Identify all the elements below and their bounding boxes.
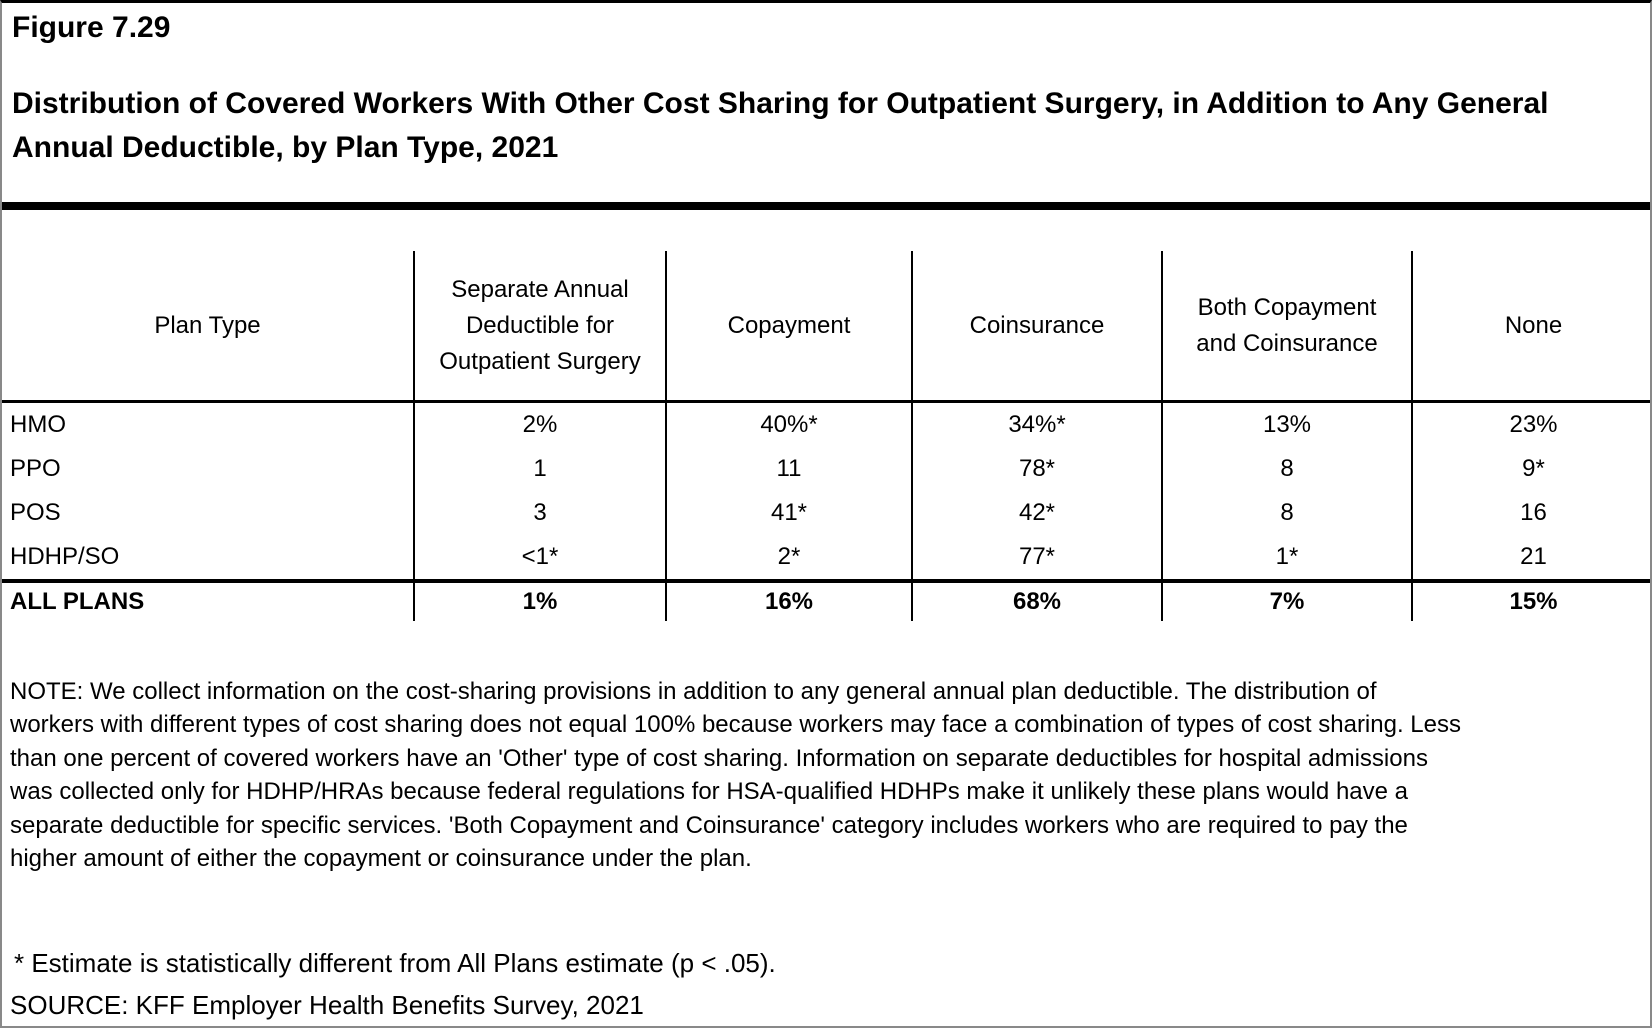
data-cell: 40%* bbox=[665, 401, 912, 447]
row-label: HMO bbox=[10, 411, 66, 438]
table-row-all-plans: ALL PLANS 1% 16% 68% 7% 15% bbox=[2, 579, 1650, 621]
note-line: NOTE: We collect information on the cost… bbox=[10, 678, 1377, 705]
data-cell: 42* bbox=[911, 491, 1162, 535]
title-divider-rule bbox=[2, 202, 1650, 210]
figure-label: Figure 7.29 bbox=[12, 11, 171, 44]
note-line: separate deductible for specific service… bbox=[10, 811, 1408, 839]
data-cell: 2* bbox=[665, 535, 912, 581]
data-cell: <1* bbox=[413, 535, 666, 581]
data-cell: 8 bbox=[1161, 491, 1412, 535]
figure-title: Distribution of Covered Workers With Oth… bbox=[12, 87, 1549, 164]
data-cell: 41* bbox=[665, 491, 912, 535]
data-cell: 7% bbox=[1161, 579, 1412, 621]
note-line: than one percent of covered workers have… bbox=[10, 744, 1428, 772]
row-label: HDHP/SO bbox=[10, 543, 120, 570]
note-paragraph: NOTE: We collect information on the cost… bbox=[10, 675, 1650, 875]
data-cell: 2% bbox=[413, 401, 666, 447]
data-cell: 77* bbox=[911, 535, 1162, 581]
cost-sharing-table: Plan Type Separate Annual Deductible for… bbox=[2, 251, 1650, 621]
column-header-separate-deductible: Separate Annual Deductible for Outpatien… bbox=[413, 251, 666, 403]
data-cell: 3 bbox=[413, 491, 666, 535]
table-row-hdhpso: HDHP/SO <1* 2* 77* 1* 21 bbox=[2, 535, 1650, 581]
data-cell: 1 bbox=[413, 447, 666, 491]
column-header-none: None bbox=[1411, 251, 1650, 403]
data-cell: 16 bbox=[1411, 491, 1650, 535]
row-label: ALL PLANS bbox=[2, 579, 414, 621]
statistical-footnote: * Estimate is statistically different fr… bbox=[14, 948, 776, 978]
column-header-coinsurance: Coinsurance bbox=[911, 251, 1162, 403]
data-cell: 23% bbox=[1411, 401, 1650, 447]
column-header-both: Both Copayment and Coinsurance bbox=[1161, 251, 1412, 403]
data-cell: 9* bbox=[1411, 447, 1650, 491]
row-label: PPO bbox=[10, 455, 61, 482]
source-line: SOURCE: KFF Employer Health Benefits Sur… bbox=[10, 990, 644, 1020]
data-cell: 21 bbox=[1411, 535, 1650, 581]
data-cell: 8 bbox=[1161, 447, 1412, 491]
data-cell: 1* bbox=[1161, 535, 1412, 581]
data-cell: 11 bbox=[665, 447, 912, 491]
column-header-plan-type: Plan Type bbox=[2, 251, 414, 403]
data-cell: 68% bbox=[911, 579, 1162, 621]
table-row-ppo: PPO 1 11 78* 8 9* bbox=[2, 447, 1650, 491]
table-row-pos: POS 3 41* 42* 8 16 bbox=[2, 491, 1650, 535]
data-cell: 78* bbox=[911, 447, 1162, 491]
table-row-hmo: HMO 2% 40%* 34%* 13% 23% bbox=[2, 401, 1650, 447]
data-cell: 15% bbox=[1411, 579, 1650, 621]
header-row: Plan Type Separate Annual Deductible for… bbox=[2, 251, 1650, 403]
data-cell: 16% bbox=[665, 579, 912, 621]
column-header-copayment: Copayment bbox=[665, 251, 912, 403]
row-label: POS bbox=[10, 499, 61, 526]
note-line: was collected only for HDHP/HRAs because… bbox=[10, 778, 1408, 806]
note-line: workers with different types of cost sha… bbox=[10, 711, 1461, 739]
note-line: higher amount of either the copayment or… bbox=[10, 845, 752, 873]
data-cell: 1% bbox=[413, 579, 666, 621]
data-cell: 34%* bbox=[911, 401, 1162, 447]
data-cell: 13% bbox=[1161, 401, 1412, 447]
